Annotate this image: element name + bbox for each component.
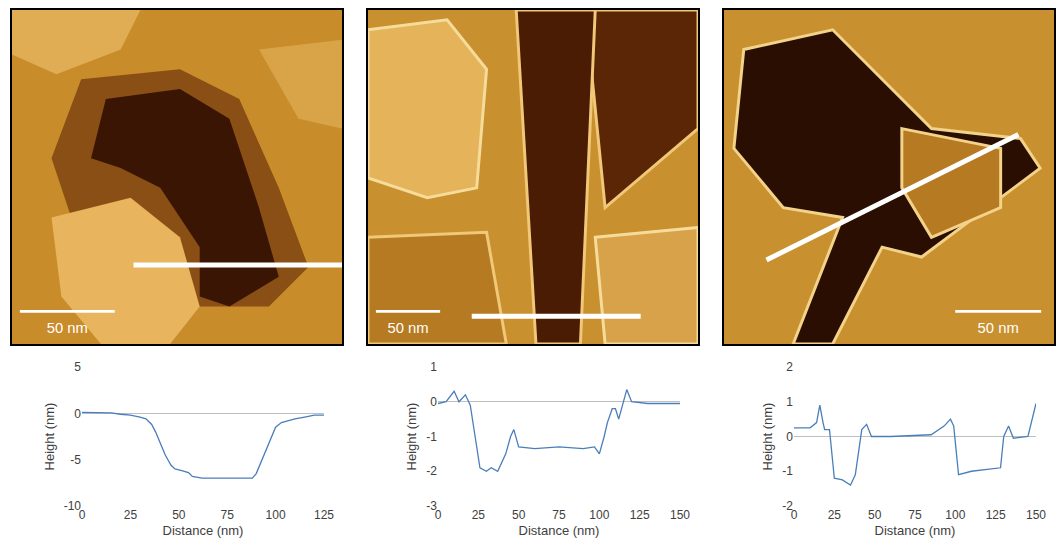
svg-text:0: 0 [74,407,81,421]
svg-text:5: 5 [74,360,81,374]
svg-text:0: 0 [79,508,86,522]
svg-text:125: 125 [630,508,650,522]
svg-text:50 nm: 50 nm [387,320,428,336]
svg-text:-10: -10 [64,499,82,513]
svg-text:50: 50 [512,508,526,522]
svg-text:150: 150 [670,508,690,522]
svg-text:150: 150 [1026,508,1046,522]
svg-text:-1: -1 [426,430,437,444]
svg-text:Distance (nm): Distance (nm) [875,523,956,538]
svg-text:0: 0 [791,508,798,522]
svg-text:0: 0 [435,508,442,522]
svg-text:50: 50 [172,508,186,522]
svg-text:75: 75 [552,508,566,522]
svg-text:0: 0 [786,430,793,444]
svg-text:50 nm: 50 nm [47,320,88,336]
svg-text:Height (nm): Height (nm) [760,403,775,471]
svg-text:-5: -5 [70,453,81,467]
svg-text:125: 125 [314,508,334,522]
svg-text:75: 75 [908,508,922,522]
svg-text:0: 0 [430,395,437,409]
svg-text:1: 1 [786,395,793,409]
svg-text:100: 100 [945,508,965,522]
svg-text:75: 75 [221,508,235,522]
svg-text:125: 125 [986,508,1006,522]
svg-text:-1: -1 [782,464,793,478]
svg-text:50 nm: 50 nm [978,320,1019,336]
svg-text:25: 25 [124,508,138,522]
svg-text:1: 1 [430,360,437,374]
svg-text:Height (nm): Height (nm) [42,403,57,471]
svg-text:-2: -2 [782,499,793,513]
svg-text:-3: -3 [426,499,437,513]
svg-text:25: 25 [472,508,486,522]
svg-text:100: 100 [266,508,286,522]
svg-text:Distance (nm): Distance (nm) [519,523,600,538]
svg-text:Height (nm): Height (nm) [404,403,419,471]
svg-text:2: 2 [786,360,793,374]
svg-text:25: 25 [828,508,842,522]
svg-text:Distance (nm): Distance (nm) [163,523,244,538]
svg-text:-2: -2 [426,464,437,478]
svg-text:100: 100 [589,508,609,522]
svg-text:50: 50 [868,508,882,522]
